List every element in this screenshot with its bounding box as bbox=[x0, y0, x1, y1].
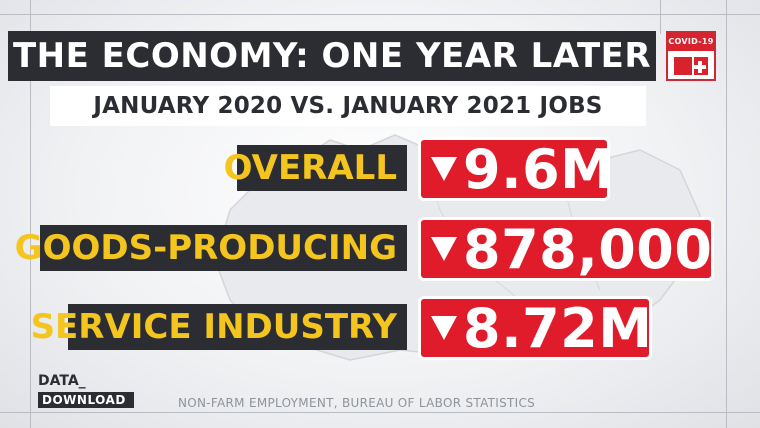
row-label-service-industry: SERVICE INDUSTRY bbox=[31, 304, 407, 350]
frame-bottom-line bbox=[0, 412, 760, 413]
page-title: THE ECONOMY: ONE YEAR LATER bbox=[12, 36, 652, 76]
row-value-service-industry: 8.72M bbox=[418, 296, 652, 360]
badge-label: COVID-19 bbox=[668, 33, 714, 51]
frame-right-line bbox=[726, 0, 727, 428]
title-bar: THE ECONOMY: ONE YEAR LATER bbox=[8, 31, 656, 81]
frame-top-line bbox=[0, 14, 760, 15]
down-arrow-icon bbox=[431, 237, 457, 261]
down-arrow-icon bbox=[431, 157, 457, 181]
row-value-overall: 9.6M bbox=[418, 137, 614, 201]
logo-top-text: DATA_ bbox=[38, 373, 86, 389]
frame-badge-line bbox=[660, 0, 661, 34]
row-label-overall: OVERALL bbox=[224, 145, 407, 191]
data-download-logo: DATA_ DOWNLOAD bbox=[38, 374, 134, 408]
covid-19-badge-icon: COVID-19 bbox=[666, 31, 716, 81]
frame-left-line bbox=[30, 0, 31, 428]
row-value-goods-producing: 878,000 bbox=[418, 217, 714, 281]
page-subtitle: JANUARY 2020 VS. JANUARY 2021 JOBS bbox=[93, 93, 603, 119]
down-arrow-icon bbox=[431, 316, 457, 340]
source-caption: NON-FARM EMPLOYMENT, BUREAU OF LABOR STA… bbox=[178, 396, 536, 410]
row-label-goods-producing: GOODS-PRODUCING bbox=[15, 225, 407, 271]
subtitle-bar: JANUARY 2020 VS. JANUARY 2021 JOBS bbox=[50, 86, 646, 126]
logo-bottom-text: DOWNLOAD bbox=[38, 392, 134, 408]
